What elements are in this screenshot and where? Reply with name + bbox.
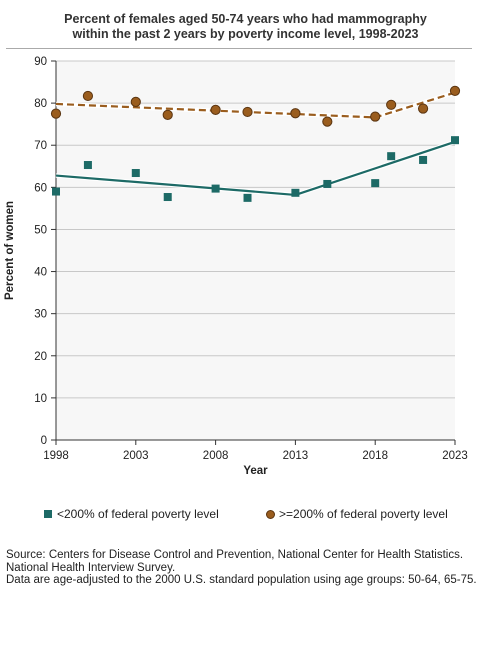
y-tick-label: 10 <box>34 393 47 405</box>
source-note: Source: Centers for Disease Control and … <box>6 549 464 574</box>
data-point-circle <box>82 90 94 102</box>
chart-title-line-1: Percent of females aged 50-74 years who … <box>64 12 427 26</box>
data-point-square <box>291 188 300 197</box>
data-note: Data are age-adjusted to the 2000 U.S. s… <box>6 574 477 586</box>
legend-item-above-200: >=200% of federal poverty level <box>266 507 448 521</box>
x-axis-label: Year <box>243 465 268 477</box>
y-tick-label: 50 <box>34 224 47 236</box>
data-point-circle <box>417 103 429 114</box>
data-point-square <box>323 179 332 188</box>
x-tick-label: 2003 <box>123 450 149 462</box>
y-tick-label: 90 <box>34 56 47 68</box>
y-axis-label: Percent of women <box>4 201 16 300</box>
data-point-square <box>243 193 252 202</box>
plot-area <box>56 61 455 440</box>
x-tick-label: 2013 <box>283 450 309 462</box>
data-point-circle <box>242 106 253 118</box>
title-divider <box>6 48 472 49</box>
legend-label-below-200: <200% of federal poverty level <box>57 507 219 521</box>
legend-label-above-200: >=200% of federal poverty level <box>279 507 448 521</box>
chart-svg: 0 10 20 30 40 50 60 70 80 90 1998 2003 2008 2013 2018 2… <box>4 56 468 477</box>
data-point-square <box>371 179 380 188</box>
data-point-square <box>83 161 92 170</box>
data-point-circle <box>210 104 221 115</box>
x-tick-label: 1998 <box>43 450 69 462</box>
data-point-circle <box>50 108 62 119</box>
footnotes: Source: Centers for Disease Control and … <box>6 549 484 587</box>
data-point-circle <box>449 85 461 96</box>
y-tick-label: 20 <box>34 351 47 363</box>
data-point-square <box>211 184 220 193</box>
data-point-square <box>163 193 172 202</box>
chart-title: Percent of females aged 50-74 years who … <box>0 12 491 42</box>
x-tick-label: 2018 <box>362 450 388 462</box>
data-point-circle <box>130 96 141 107</box>
y-tick-label: 40 <box>34 267 47 279</box>
y-tick-label: 80 <box>34 98 47 110</box>
data-point-square <box>419 155 428 164</box>
legend-item-below-200: <200% of federal poverty level <box>44 507 219 521</box>
y-tick-label: 30 <box>34 309 47 321</box>
data-point-circle <box>162 109 173 121</box>
x-tick-label: 2023 <box>442 450 468 462</box>
data-point-circle <box>322 116 333 127</box>
data-point-square <box>451 136 459 145</box>
square-marker-icon <box>44 510 52 518</box>
data-point-square <box>387 152 396 161</box>
y-tick-label: 60 <box>34 182 47 194</box>
chart-title-line-2: within the past 2 years by poverty incom… <box>72 27 419 41</box>
y-tick-label: 0 <box>41 435 47 447</box>
x-tick-label: 2008 <box>203 450 229 462</box>
data-point-square <box>131 169 140 178</box>
y-tick-label: 70 <box>34 140 47 152</box>
data-point-circle <box>386 99 397 110</box>
data-point-circle <box>290 108 301 119</box>
circle-marker-icon <box>266 509 275 519</box>
data-point-circle <box>370 111 381 122</box>
data-point-square <box>52 187 60 196</box>
